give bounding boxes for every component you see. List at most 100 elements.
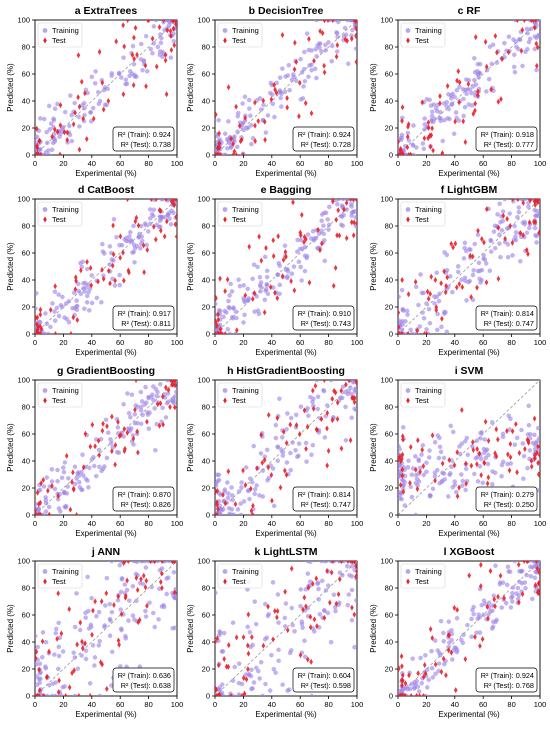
- training-point: [527, 448, 533, 453]
- training-point: [481, 612, 486, 618]
- panel-title: d CatBoost: [78, 184, 135, 196]
- training-point: [249, 667, 254, 673]
- training-point: [96, 609, 102, 615]
- test-point: [234, 634, 239, 641]
- legend-test-label: Test: [232, 577, 247, 586]
- training-point: [341, 212, 347, 218]
- test-point: [158, 208, 163, 215]
- x-tick-label: 0: [396, 700, 400, 709]
- training-point: [96, 643, 102, 648]
- test-point: [215, 512, 218, 515]
- training-point: [498, 219, 503, 225]
- test-point: [132, 55, 136, 62]
- training-point: [493, 563, 498, 568]
- training-point: [121, 401, 126, 407]
- training-point: [117, 272, 122, 278]
- test-point: [489, 86, 493, 93]
- training-point: [260, 468, 266, 473]
- training-point: [490, 42, 496, 48]
- y-tick-label: 20: [385, 303, 393, 312]
- training-point: [402, 686, 408, 692]
- training-point: [536, 20, 540, 23]
- x-axis-label: Experimental (%): [438, 529, 500, 538]
- test-point: [119, 431, 123, 438]
- stats-test: R² (Test): 0.747: [484, 319, 534, 328]
- test-point: [516, 199, 520, 202]
- test-point: [298, 652, 303, 659]
- training-point: [533, 213, 538, 219]
- training-point: [168, 55, 174, 60]
- training-point: [164, 400, 170, 406]
- legend-test-label: Test: [232, 36, 247, 45]
- test-point: [108, 280, 112, 287]
- y-tick-label: 20: [202, 124, 210, 133]
- stats-frame: [475, 305, 538, 331]
- x-tick-label: 100: [171, 338, 184, 347]
- stats-frame: [112, 126, 175, 152]
- x-tick-label: 20: [422, 700, 430, 709]
- training-point: [336, 199, 341, 202]
- test-point: [114, 38, 119, 45]
- training-point: [90, 105, 96, 111]
- training-point: [146, 394, 151, 400]
- training-point: [109, 561, 114, 564]
- training-point: [242, 94, 248, 100]
- x-tick-label: 40: [88, 519, 96, 528]
- training-point: [502, 40, 507, 46]
- test-point: [443, 289, 448, 296]
- test-point: [240, 693, 244, 696]
- test-point: [334, 600, 339, 607]
- training-point: [523, 585, 528, 591]
- y-axis-label: Predicted (%): [186, 242, 195, 291]
- y-tick-label: 80: [22, 222, 30, 231]
- training-point: [247, 629, 253, 635]
- test-point: [142, 269, 146, 276]
- test-point: [433, 276, 438, 283]
- test-point: [174, 233, 177, 240]
- legend-training-label: Training: [232, 386, 259, 395]
- test-point: [522, 561, 526, 564]
- training-point: [144, 400, 149, 405]
- test-point: [486, 437, 491, 444]
- training-point: [479, 430, 484, 435]
- test-point: [139, 576, 143, 583]
- test-point: [38, 499, 43, 506]
- training-point: [431, 102, 436, 107]
- y-axis-label: Predicted (%): [6, 423, 15, 472]
- training-point: [298, 264, 303, 270]
- training-point: [52, 318, 58, 323]
- training-point: [298, 237, 304, 243]
- legend-test-marker: [223, 578, 227, 585]
- test-point: [80, 638, 84, 645]
- training-point: [85, 574, 90, 580]
- training-point: [138, 389, 144, 395]
- test-point: [494, 426, 499, 433]
- test-point: [294, 422, 299, 429]
- training-point: [171, 400, 177, 406]
- test-point: [160, 584, 164, 591]
- test-point: [250, 296, 255, 303]
- test-point: [172, 199, 176, 202]
- training-point: [46, 152, 51, 155]
- training-point: [53, 630, 58, 636]
- test-point: [275, 295, 280, 302]
- training-point: [293, 448, 298, 453]
- test-point: [164, 91, 169, 98]
- training-point: [277, 75, 283, 80]
- training-point: [298, 587, 304, 592]
- training-point: [65, 484, 70, 489]
- training-point: [286, 687, 292, 692]
- training-point: [245, 624, 250, 630]
- data-layer: [35, 199, 177, 334]
- test-point: [58, 151, 62, 155]
- test-point: [145, 418, 149, 425]
- test-point: [283, 248, 288, 255]
- training-point: [309, 48, 314, 53]
- test-point: [215, 685, 217, 692]
- training-point: [319, 218, 324, 224]
